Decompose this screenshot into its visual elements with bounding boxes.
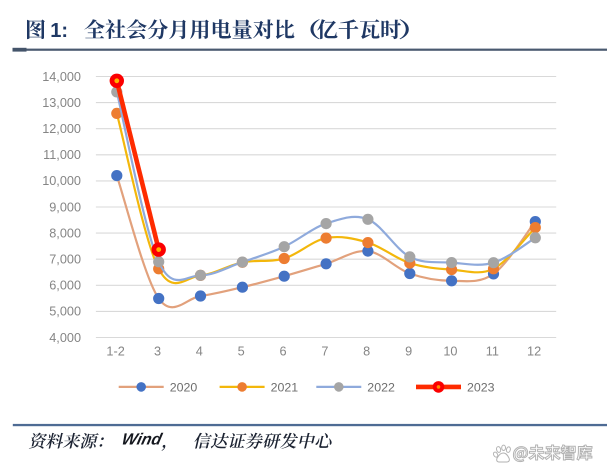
svg-text:1:: 1: bbox=[50, 20, 68, 42]
svg-text:7,000: 7,000 bbox=[49, 253, 81, 267]
svg-text:Wind: Wind bbox=[120, 430, 164, 448]
svg-text:11,000: 11,000 bbox=[43, 148, 81, 162]
svg-text:4,000: 4,000 bbox=[49, 331, 81, 345]
svg-text:5: 5 bbox=[238, 345, 245, 359]
svg-text:2022: 2022 bbox=[367, 380, 395, 394]
svg-text:6,000: 6,000 bbox=[49, 279, 81, 293]
svg-text:13,000: 13,000 bbox=[42, 96, 81, 110]
svg-text:10,000: 10,000 bbox=[42, 174, 81, 188]
svg-text:9,000: 9,000 bbox=[49, 200, 81, 214]
svg-text:8,000: 8,000 bbox=[49, 226, 81, 240]
svg-text:2020: 2020 bbox=[170, 380, 198, 394]
svg-text:3: 3 bbox=[154, 345, 161, 359]
svg-text:12,000: 12,000 bbox=[42, 122, 81, 136]
svg-text:10: 10 bbox=[443, 345, 457, 359]
svg-text:4: 4 bbox=[196, 345, 203, 359]
svg-text:14,000: 14,000 bbox=[42, 70, 81, 84]
svg-text:11: 11 bbox=[486, 345, 499, 359]
svg-text:9: 9 bbox=[405, 345, 412, 359]
svg-text:2021: 2021 bbox=[271, 380, 299, 394]
svg-text:2023: 2023 bbox=[467, 380, 495, 394]
svg-text:7: 7 bbox=[321, 345, 328, 359]
svg-text:5,000: 5,000 bbox=[49, 305, 81, 319]
svg-text:1-2: 1-2 bbox=[106, 345, 124, 359]
svg-text:12: 12 bbox=[527, 345, 541, 359]
svg-text:8: 8 bbox=[363, 345, 370, 359]
svg-text:6: 6 bbox=[279, 345, 286, 359]
